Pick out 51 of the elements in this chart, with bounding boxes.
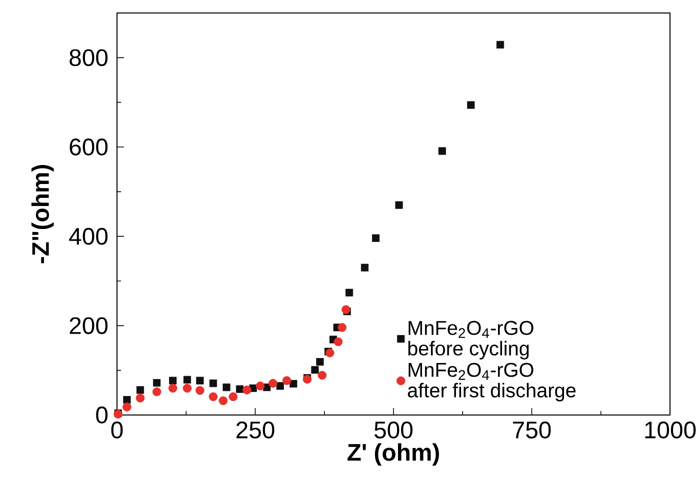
- point: [152, 387, 162, 396]
- x-tick-label: 0: [111, 422, 123, 438]
- legend-label: MnFe$_{2}$O$_{4}$-rGO before cycling: [408, 320, 534, 360]
- point: [318, 370, 327, 380]
- x-tick-label: 1000: [645, 422, 696, 438]
- point: [282, 376, 292, 385]
- point: [228, 392, 238, 402]
- y-tick-label: 0: [96, 406, 108, 424]
- x-tick-label: 250: [236, 422, 274, 438]
- x-tick-label: 500: [374, 422, 413, 438]
- y-tick-label: 400: [69, 228, 108, 245]
- point: [372, 234, 380, 242]
- point: [316, 358, 324, 366]
- x-axis-title: Z' (ohm): [348, 443, 439, 466]
- point: [208, 392, 218, 402]
- legend-label: MnFe$_{2}$O$_{4}$-rGO after first discharge: [408, 362, 576, 402]
- y-axis-title: -Z"(ohm): [31, 165, 54, 264]
- point: [168, 384, 178, 393]
- point: [438, 147, 446, 155]
- point: [467, 101, 475, 109]
- point: [496, 40, 504, 48]
- point: [123, 396, 131, 404]
- y-tick-label: 200: [70, 317, 108, 334]
- point: [360, 264, 369, 272]
- point: [256, 382, 265, 390]
- point: [242, 386, 252, 394]
- y-tick-label: 800: [70, 49, 108, 66]
- point: [218, 396, 228, 406]
- point: [183, 376, 192, 384]
- point: [290, 380, 298, 388]
- point: [153, 379, 161, 387]
- point: [311, 366, 319, 374]
- point: [136, 394, 145, 402]
- point: [136, 386, 144, 394]
- point: [338, 323, 346, 332]
- point: [395, 201, 403, 209]
- point: [268, 378, 278, 388]
- y-tick-label: 600: [70, 138, 108, 156]
- point: [196, 386, 204, 395]
- point: [345, 288, 354, 296]
- point: [236, 385, 244, 393]
- point: [222, 384, 230, 392]
- x-tick-label: 750: [513, 422, 551, 438]
- point: [209, 380, 218, 388]
- point: [122, 402, 132, 412]
- point: [182, 384, 192, 393]
- point: [334, 337, 343, 346]
- point: [196, 376, 204, 384]
- point: [276, 382, 284, 390]
- point: [342, 305, 350, 314]
- point: [169, 376, 177, 384]
